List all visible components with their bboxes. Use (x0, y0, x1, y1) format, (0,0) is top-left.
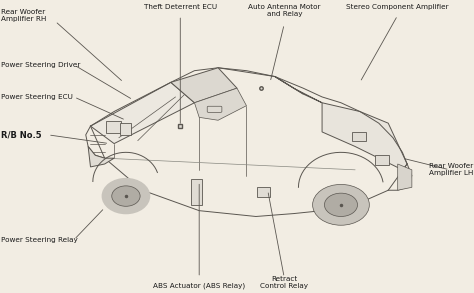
Text: ABS Actuator (ABS Relay): ABS Actuator (ABS Relay) (153, 283, 245, 289)
Ellipse shape (324, 193, 357, 217)
Text: Auto Antenna Motor
and Relay: Auto Antenna Motor and Relay (248, 4, 320, 17)
Ellipse shape (102, 178, 150, 214)
FancyBboxPatch shape (191, 179, 201, 205)
Ellipse shape (112, 186, 140, 206)
Polygon shape (275, 76, 322, 103)
Ellipse shape (313, 184, 369, 225)
Polygon shape (171, 68, 237, 103)
Polygon shape (398, 164, 412, 190)
Polygon shape (88, 146, 114, 167)
Text: R/B No.5: R/B No.5 (1, 130, 42, 139)
FancyBboxPatch shape (207, 106, 222, 113)
Text: Theft Deterrent ECU: Theft Deterrent ECU (144, 4, 217, 10)
Polygon shape (322, 103, 407, 170)
Text: Power Steering Driver: Power Steering Driver (1, 62, 81, 68)
Polygon shape (194, 88, 246, 120)
FancyBboxPatch shape (106, 121, 121, 132)
Polygon shape (91, 82, 194, 144)
FancyBboxPatch shape (352, 132, 365, 141)
FancyBboxPatch shape (257, 187, 270, 197)
Text: Rear Woofer
Amplifier RH: Rear Woofer Amplifier RH (1, 9, 46, 23)
FancyBboxPatch shape (375, 155, 389, 165)
Text: Rear Woofer
Amplifier LH: Rear Woofer Amplifier LH (429, 163, 474, 176)
Text: Power Steering ECU: Power Steering ECU (1, 94, 73, 100)
FancyBboxPatch shape (120, 122, 131, 135)
Text: Retract
Control Relay: Retract Control Relay (260, 276, 308, 289)
Text: Power Steering Relay: Power Steering Relay (1, 237, 78, 243)
Text: Stereo Component Amplifier: Stereo Component Amplifier (346, 4, 449, 10)
